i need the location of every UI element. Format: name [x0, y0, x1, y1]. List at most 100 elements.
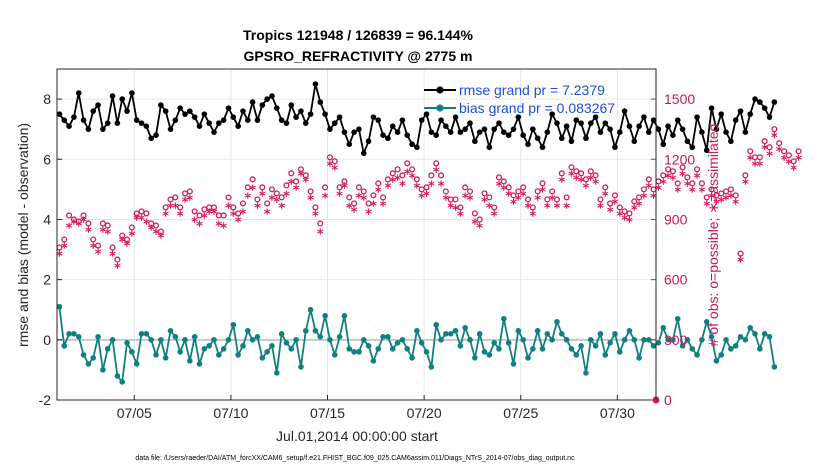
obs-assimilated-point: *	[375, 185, 382, 200]
obs-possible-point	[409, 166, 416, 173]
obs-possible-point	[138, 208, 145, 215]
obs-assimilated-point: *	[370, 199, 377, 214]
obs-assimilated-point: *	[331, 163, 338, 178]
bias-point	[162, 355, 169, 361]
obs-possible-point	[196, 212, 203, 219]
obs-assimilated-point: *	[182, 195, 189, 210]
right-y-axis-ticks: 0 300 600 900 1200 1500	[651, 91, 695, 408]
rmse-point	[230, 114, 237, 120]
obs-assimilated-point: *	[684, 179, 691, 194]
rmse-point	[85, 126, 92, 132]
obs-assimilated-point: *	[713, 197, 720, 212]
bias-point	[404, 346, 411, 352]
bias-point	[728, 346, 734, 352]
obs-assimilated-point: *	[394, 173, 401, 188]
obs-possible-point	[568, 164, 575, 171]
obs-possible-point	[273, 190, 280, 197]
obs-possible-point	[520, 184, 527, 191]
obs-assimilated-point: *	[206, 207, 213, 222]
bias-point	[273, 370, 280, 376]
bias-point	[177, 349, 183, 355]
obs-assimilated-point: *	[544, 201, 551, 216]
obs-possible-point	[375, 180, 382, 187]
obs-assimilated-point: *	[631, 203, 638, 218]
obs-assimilated-point: *	[732, 197, 739, 212]
obs-possible-point	[302, 172, 309, 179]
bias-point	[655, 340, 662, 346]
rmse-point	[747, 111, 753, 117]
bias-point	[423, 349, 430, 355]
obs-possible-point	[703, 194, 710, 201]
rmse-point	[670, 132, 676, 138]
obs-assimilated-point: *	[529, 209, 536, 224]
rmse-point	[394, 129, 401, 135]
obs-possible-point	[336, 184, 343, 191]
bias-point	[679, 343, 686, 349]
obs-assimilated-point: *	[727, 191, 734, 206]
obs-assimilated-point: *	[737, 256, 744, 271]
obs-assimilated-point: *	[360, 193, 367, 208]
obs-possible-point	[278, 194, 285, 201]
bias-point	[90, 355, 97, 361]
obs-assimilated-point: *	[578, 175, 585, 190]
rmse-point	[148, 135, 154, 142]
obs-possible-point	[597, 196, 604, 203]
rmse-point	[191, 114, 198, 120]
obs-assimilated-point: *	[626, 215, 633, 230]
bias-point	[220, 346, 227, 352]
obs-assimilated-point: *	[766, 149, 773, 164]
obs-assimilated-point: *	[423, 189, 430, 204]
obs-possible-point	[225, 194, 232, 201]
obs-assimilated-point: *	[269, 193, 276, 208]
obs-possible-point	[177, 204, 184, 211]
obs-assimilated-point: *	[220, 221, 227, 236]
bias-point	[380, 334, 386, 340]
rmse-point	[534, 135, 541, 142]
obs-possible-point	[616, 204, 623, 211]
obs-assimilated-point: *	[71, 217, 78, 232]
bias-point	[153, 352, 159, 358]
rmse-point	[476, 129, 483, 135]
obs-assimilated-point: *	[587, 173, 594, 188]
rmse-point	[307, 111, 314, 117]
obs-assimilated-point: *	[457, 209, 464, 224]
obs-possible-point	[360, 188, 367, 195]
rmse-point	[167, 126, 174, 132]
bias-point	[641, 337, 647, 343]
rmse-point	[133, 117, 140, 123]
obs-possible-point	[433, 160, 440, 167]
rmse-point	[138, 120, 145, 126]
obs-possible-point	[495, 174, 503, 181]
rmse-point	[259, 102, 266, 108]
bias-point	[216, 352, 222, 358]
obs-assimilated-point: *	[761, 143, 768, 158]
bias-point	[356, 349, 362, 355]
bias-point	[341, 312, 348, 319]
y-tick-label-left: 4	[43, 211, 51, 227]
rmse-point	[587, 120, 594, 126]
y-tick-label-right: 600	[664, 272, 688, 288]
bias-point	[703, 318, 710, 325]
obs-possible-point	[389, 170, 396, 177]
obs-possible-point	[239, 200, 247, 207]
obs-possible-point	[157, 228, 164, 235]
obs-assimilated-point: *	[650, 191, 657, 206]
bias-point	[771, 364, 778, 370]
rmse-point	[549, 111, 555, 117]
obs-possible-point	[317, 220, 324, 227]
obs-assimilated-point: *	[520, 189, 527, 204]
obs-possible-point	[500, 178, 507, 185]
obs-assimilated-point: *	[104, 227, 111, 242]
obs-assimilated-point: *	[679, 169, 686, 184]
obs-assimilated-point: *	[452, 203, 459, 218]
obs-possible-point	[790, 158, 797, 165]
bias-point	[554, 318, 560, 325]
x-axis-label: Jul.01,2014 00:00:00 start	[276, 428, 438, 444]
obs-assimilated-point: *	[201, 211, 208, 226]
obs-assimilated-point: *	[196, 219, 203, 234]
obs-possible-point	[133, 210, 140, 217]
obs-assimilated-point: *	[128, 230, 135, 245]
rmse-point	[612, 144, 618, 151]
rmse-point	[56, 111, 63, 117]
rmse-point	[505, 132, 512, 138]
